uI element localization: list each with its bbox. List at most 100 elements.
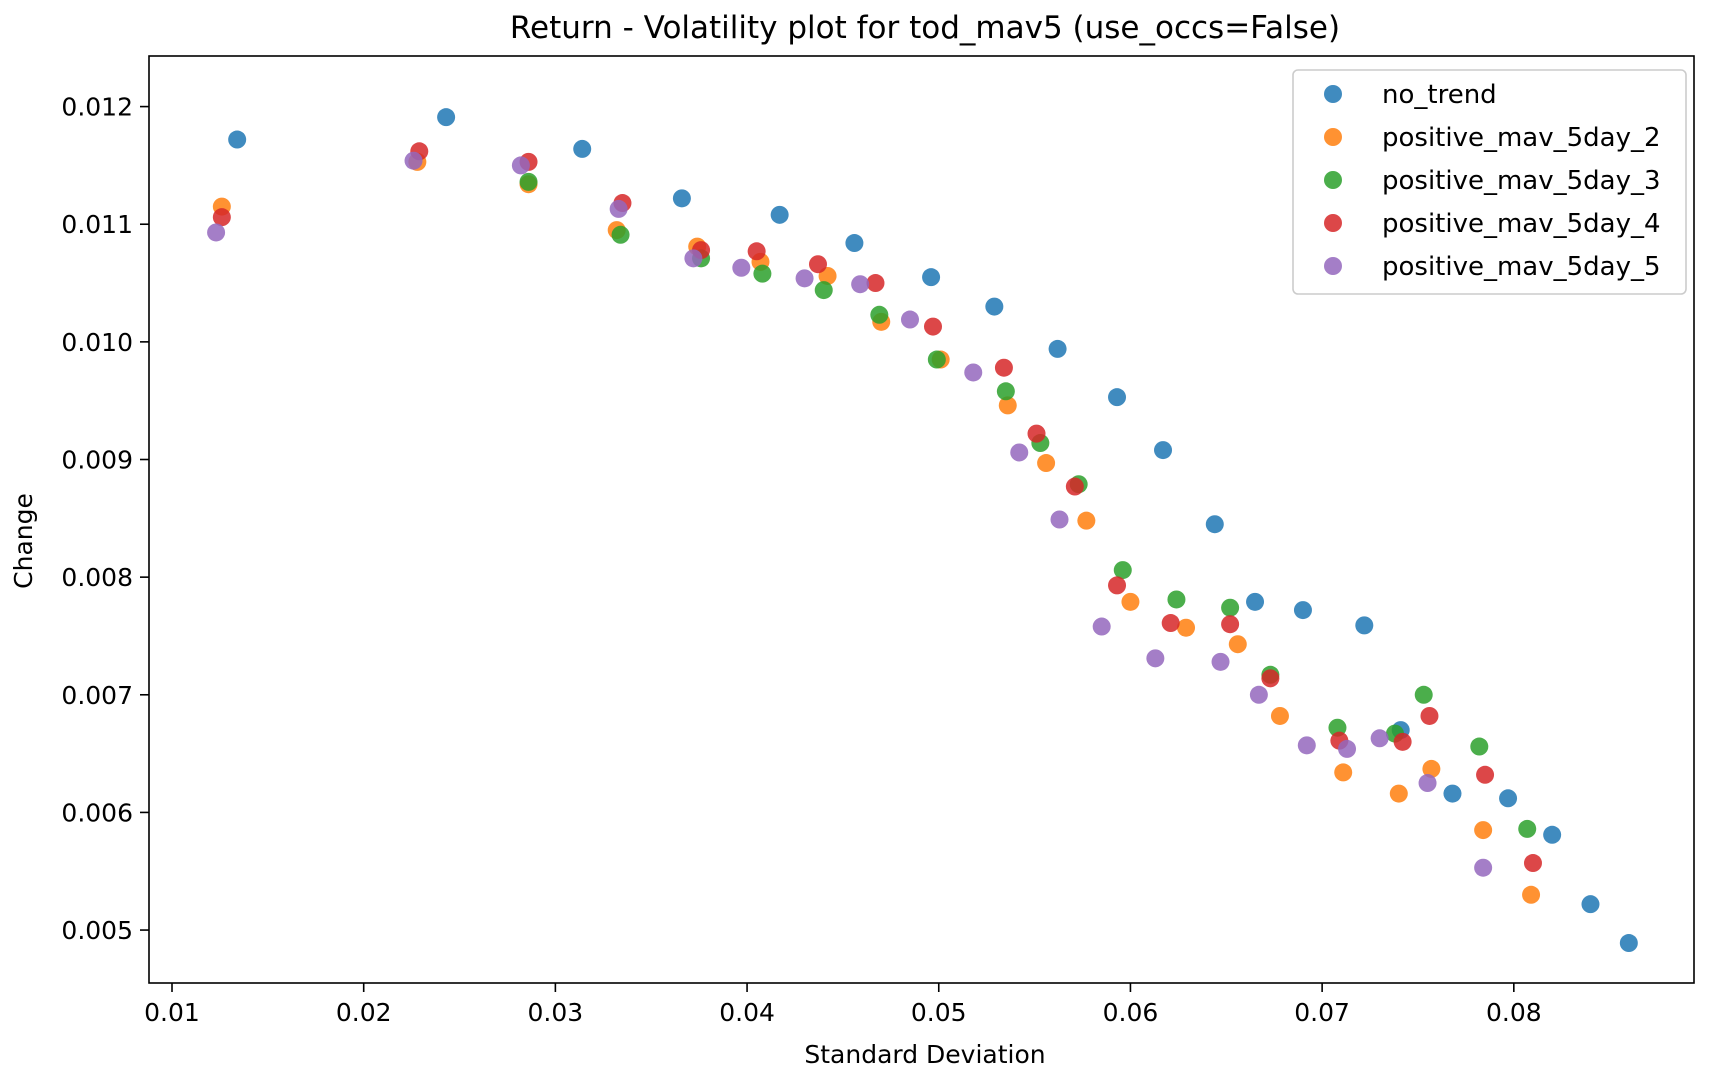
data-point [1338, 739, 1357, 758]
series-positive_mav_5day_5 [207, 151, 1493, 877]
data-point [1523, 854, 1542, 873]
data-point [1108, 388, 1127, 407]
legend-marker [1324, 171, 1342, 189]
data-point [922, 268, 941, 287]
data-point [900, 310, 919, 329]
data-point [1293, 601, 1312, 620]
data-point [1619, 934, 1638, 953]
data-point [1522, 885, 1541, 904]
data-point [519, 172, 538, 191]
data-point [1246, 592, 1265, 611]
x-axis: 0.01 0.02 0.03 0.04 0.05 0.06 0.07 0.08 [144, 983, 1542, 1027]
data-point [611, 225, 630, 244]
data-points [207, 108, 1638, 953]
data-point [1065, 477, 1084, 496]
x-tick-label: 0.02 [336, 998, 392, 1027]
data-point [1370, 729, 1389, 748]
data-point [870, 305, 889, 324]
y-tick-label: 0.006 [61, 798, 133, 827]
chart-title: Return - Volatility plot for tod_mav5 (u… [510, 10, 1340, 46]
data-point [1393, 732, 1412, 751]
x-tick-label: 0.08 [1486, 998, 1542, 1027]
legend-marker [1324, 214, 1342, 232]
legend-label: positive_mav_5day_4 [1382, 209, 1661, 239]
legend-label: no_trend [1382, 80, 1497, 110]
data-point [1543, 825, 1562, 844]
data-point [1422, 759, 1441, 778]
data-point [1146, 649, 1165, 668]
data-point [1161, 614, 1180, 633]
data-point [1418, 774, 1437, 793]
data-point [1249, 685, 1268, 704]
y-tick-label: 0.012 [61, 93, 133, 122]
data-point [1581, 895, 1600, 914]
y-tick-label: 0.011 [61, 210, 133, 239]
y-axis-label: Change [9, 493, 38, 589]
legend-box [1292, 69, 1687, 295]
data-point [1355, 616, 1374, 635]
data-point [1261, 669, 1280, 688]
data-point [404, 151, 423, 170]
x-tick-label: 0.01 [144, 998, 200, 1027]
data-point [1476, 765, 1495, 784]
legend-label: positive_mav_5day_3 [1382, 166, 1661, 196]
data-point [573, 139, 592, 158]
data-point [851, 275, 870, 294]
legend-label: positive_mav_5day_2 [1382, 123, 1661, 153]
data-point [1010, 443, 1029, 462]
data-point [1443, 784, 1462, 803]
data-point [1518, 819, 1537, 838]
data-point [732, 258, 751, 277]
data-point [1121, 592, 1140, 611]
y-tick-label: 0.008 [61, 563, 133, 592]
data-point [985, 297, 1004, 316]
legend-marker [1324, 257, 1342, 275]
y-tick-label: 0.007 [61, 681, 133, 710]
y-tick-label: 0.009 [61, 446, 133, 475]
data-point [437, 108, 456, 127]
legend-label: positive_mav_5day_5 [1382, 252, 1661, 282]
data-point [1092, 617, 1111, 636]
series-positive_mav_5day_4 [212, 142, 1542, 873]
data-point [927, 350, 946, 369]
data-point [1420, 706, 1439, 725]
data-point [212, 208, 231, 227]
y-axis: 0.005 0.006 0.007 0.008 0.009 0.010 0.011 0.012 [61, 93, 149, 945]
data-point [1048, 339, 1067, 358]
data-point [1167, 590, 1186, 609]
x-tick-label: 0.05 [911, 998, 967, 1027]
data-point [845, 234, 864, 253]
x-axis-label: Standard Deviation [804, 1040, 1045, 1069]
data-point [964, 363, 983, 382]
data-point [924, 317, 943, 336]
data-point [672, 189, 691, 208]
data-point [1499, 789, 1518, 808]
x-tick-label: 0.04 [719, 998, 775, 1027]
data-point [1108, 576, 1127, 595]
data-point [1050, 510, 1069, 529]
data-point [1389, 784, 1408, 803]
data-point [808, 255, 827, 274]
data-point [1470, 737, 1489, 756]
data-point [1113, 561, 1132, 580]
data-point [1205, 515, 1224, 534]
data-point [1027, 424, 1046, 443]
data-point [684, 249, 703, 268]
legend: no_trend positive_mav_5day_2 positive_mav_… [1292, 69, 1687, 295]
data-point [1221, 598, 1240, 617]
data-point [994, 358, 1013, 377]
series-no_trend [228, 108, 1638, 953]
data-point [866, 274, 885, 293]
data-point [996, 382, 1015, 401]
legend-marker [1324, 85, 1342, 103]
data-point [1228, 635, 1247, 654]
data-point [1177, 618, 1196, 637]
plot-area: 0.01 0.02 0.03 0.04 0.05 0.06 0.07 0.08 0.0050.… [61, 55, 1695, 1027]
data-point [228, 130, 247, 149]
data-point [1270, 706, 1289, 725]
legend-marker [1324, 128, 1342, 146]
data-point [1414, 685, 1433, 704]
data-point [998, 396, 1017, 415]
data-point [770, 205, 789, 224]
